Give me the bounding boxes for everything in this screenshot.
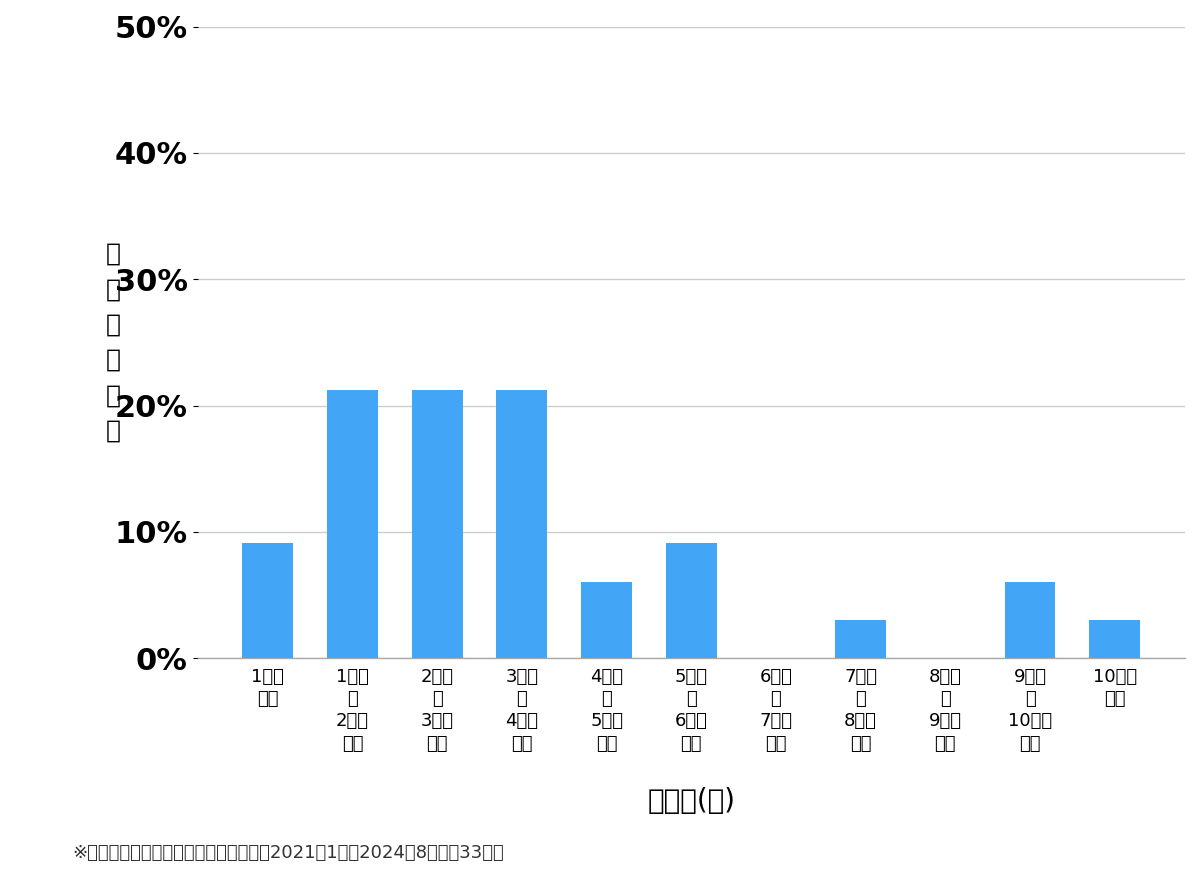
Bar: [412, 391, 463, 658]
Bar: [581, 582, 632, 658]
Bar: [242, 544, 293, 658]
Bar: [666, 544, 716, 658]
Text: ※弊社受付の案件を対象に集計（期間：2021年1月～2024年8月、記33件）: ※弊社受付の案件を対象に集計（期間：2021年1月～2024年8月、記33件）: [72, 844, 504, 863]
Bar: [328, 391, 378, 658]
Bar: [1004, 582, 1056, 658]
X-axis label: 価格帯(円): 価格帯(円): [647, 787, 736, 815]
Bar: [1090, 620, 1140, 658]
Text: 価
格
帯
の
割
合: 価 格 帯 の 割 合: [106, 242, 121, 443]
Bar: [497, 391, 547, 658]
Bar: [835, 620, 886, 658]
